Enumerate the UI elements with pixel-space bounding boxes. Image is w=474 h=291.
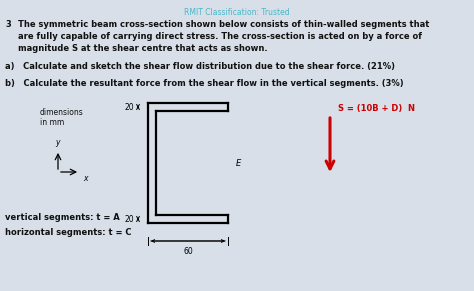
Text: b)   Calculate the resultant force from the shear flow in the vertical segments.: b) Calculate the resultant force from th… xyxy=(5,79,404,88)
Text: a)   Calculate and sketch the shear flow distribution due to the shear force. (2: a) Calculate and sketch the shear flow d… xyxy=(5,62,395,71)
Text: 20: 20 xyxy=(124,214,134,223)
Text: The symmetric beam cross-section shown below consists of thin-walled segments th: The symmetric beam cross-section shown b… xyxy=(18,20,429,29)
Text: 20: 20 xyxy=(124,102,134,111)
Text: magnitude S at the shear centre that acts as shown.: magnitude S at the shear centre that act… xyxy=(18,44,268,53)
Text: horizontal segments: t = C: horizontal segments: t = C xyxy=(5,228,131,237)
Text: 3: 3 xyxy=(5,20,11,29)
Text: 60: 60 xyxy=(183,247,193,256)
Text: are fully capable of carrying direct stress. The cross-section is acted on by a : are fully capable of carrying direct str… xyxy=(18,32,422,41)
Text: S = (10B + D)  N: S = (10B + D) N xyxy=(338,104,415,113)
Text: x: x xyxy=(83,174,88,183)
Text: RMIT Classification: Trusted: RMIT Classification: Trusted xyxy=(184,8,290,17)
Text: y: y xyxy=(55,138,59,147)
Text: vertical segments: t = A: vertical segments: t = A xyxy=(5,213,120,222)
Text: dimensions
in mm: dimensions in mm xyxy=(40,108,84,127)
Text: E: E xyxy=(236,159,241,168)
